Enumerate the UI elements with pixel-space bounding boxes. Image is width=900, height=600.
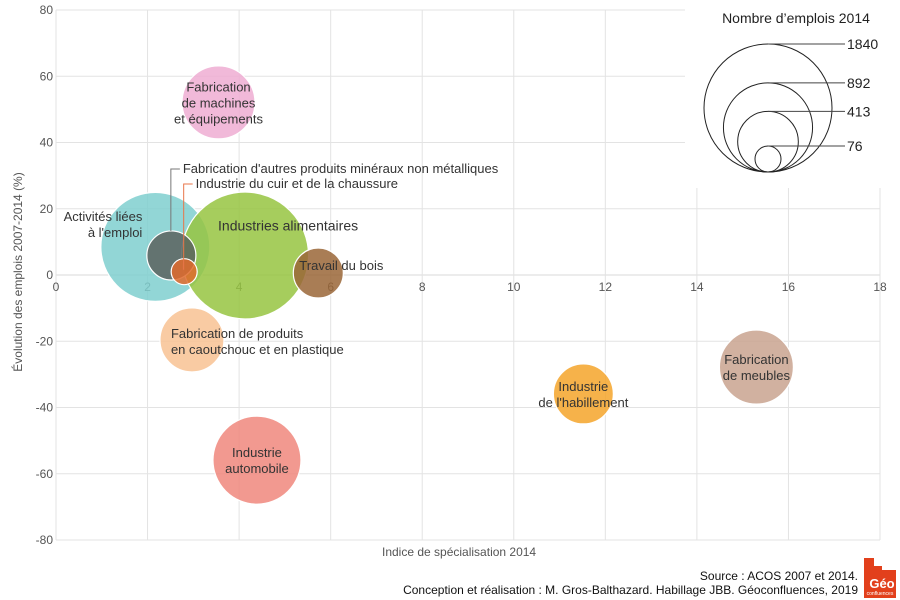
y-tick-label: 80: [40, 3, 54, 17]
bubble-label-line: Industrie: [558, 379, 608, 394]
legend-value: 1840: [847, 36, 878, 52]
bubble-label: Industrie du cuir et de la chaussure: [196, 176, 398, 191]
bubble-label-line: Travail du bois: [299, 258, 384, 273]
x-axis-title: Indice de spécialisation 2014: [382, 545, 536, 559]
bubble-labels: Activités liées à l'emploi Industries alim…: [64, 79, 791, 476]
x-tick-label: 0: [53, 280, 60, 294]
bubble-label-line: Industries alimentaires: [218, 217, 358, 233]
bubble-label-line: en caoutchouc et en plastique: [171, 342, 344, 357]
y-tick-label: -60: [36, 467, 54, 481]
credits-text: Conception et réalisation : M. Gros-Balt…: [403, 583, 858, 597]
bubble-label-line: Fabrication: [724, 352, 788, 367]
bubble-label-line: Industrie: [232, 445, 282, 460]
x-tick-label: 12: [599, 280, 613, 294]
size-legend: Nombre d’emplois 2014 1840 892 413 76: [703, 10, 878, 173]
bubble-label: Fabrication de machines et équipements: [174, 79, 263, 126]
x-tick-label: 18: [873, 280, 887, 294]
bubble-label-line: de l'habillement: [538, 395, 628, 410]
y-tick-label: -80: [36, 533, 54, 547]
bubble: [292, 247, 344, 299]
bubble-label-line: de meubles: [723, 368, 791, 383]
legend-value: 76: [847, 138, 863, 154]
logo-text: Géo: [869, 576, 894, 591]
leader-lines: [170, 168, 193, 270]
bubble: [180, 191, 310, 320]
y-tick-label: -20: [36, 334, 54, 348]
bubble: [159, 307, 225, 373]
y-tick-label: -40: [36, 401, 54, 415]
y-tick-label: 40: [40, 136, 54, 150]
bubble-label: Activités liées à l'emploi: [64, 209, 143, 240]
bubble-label: Fabrication de meubles: [723, 352, 791, 383]
bubble-label-line: Fabrication: [186, 79, 250, 94]
source-text: Source : ACOS 2007 et 2014.: [699, 569, 858, 583]
bubble-label-line: Fabrication de produits: [171, 326, 304, 341]
legend-value: 892: [847, 75, 871, 91]
bubbles: [100, 65, 795, 505]
bubble-label-line: Fabrication d'autres produits minéraux n…: [183, 161, 499, 176]
y-axis-title: Évolution des emplois 2007-2014 (%): [10, 172, 25, 371]
bubble: [212, 415, 302, 505]
bubble-label-line: de machines: [182, 95, 256, 110]
bubble-label-line: automobile: [225, 461, 289, 476]
bubble-label: Fabrication d'autres produits minéraux n…: [183, 161, 499, 176]
bubble-label: Travail du bois: [299, 258, 384, 273]
logo-subtext: confluences: [867, 591, 894, 597]
bubble-label-line: Activités liées: [64, 209, 143, 224]
geoconfluences-logo[interactable]: Géo confluences: [862, 558, 896, 598]
x-tick-label: 8: [419, 280, 426, 294]
x-tick-label: 14: [690, 280, 704, 294]
y-tick-label: 20: [40, 202, 54, 216]
legend-background: [685, 0, 900, 188]
bubble-label: Industrie automobile: [225, 445, 289, 476]
bubble-label: Fabrication de produits en caoutchouc et …: [171, 326, 344, 357]
bubble-label-line: Industrie du cuir et de la chaussure: [196, 176, 398, 191]
x-tick-label: 10: [507, 280, 521, 294]
bubble-label-line: et équipements: [174, 111, 263, 126]
y-tick-label: 0: [46, 268, 53, 282]
bubble-label-line: à l'emploi: [88, 225, 143, 240]
leader-line: [183, 183, 193, 270]
bubble-label: Industrie de l'habillement: [538, 379, 628, 410]
x-tick-label: 16: [782, 280, 796, 294]
logo-shape: [864, 558, 896, 598]
bubble-label: Industries alimentaires: [218, 217, 358, 233]
bubble: [718, 329, 795, 405]
leader-line: [170, 168, 180, 231]
legend-title: Nombre d’emplois 2014: [722, 10, 870, 26]
legend-value: 413: [847, 103, 871, 119]
bubble: [181, 65, 256, 140]
y-tick-label: 60: [40, 69, 54, 83]
bubble: [552, 363, 614, 425]
